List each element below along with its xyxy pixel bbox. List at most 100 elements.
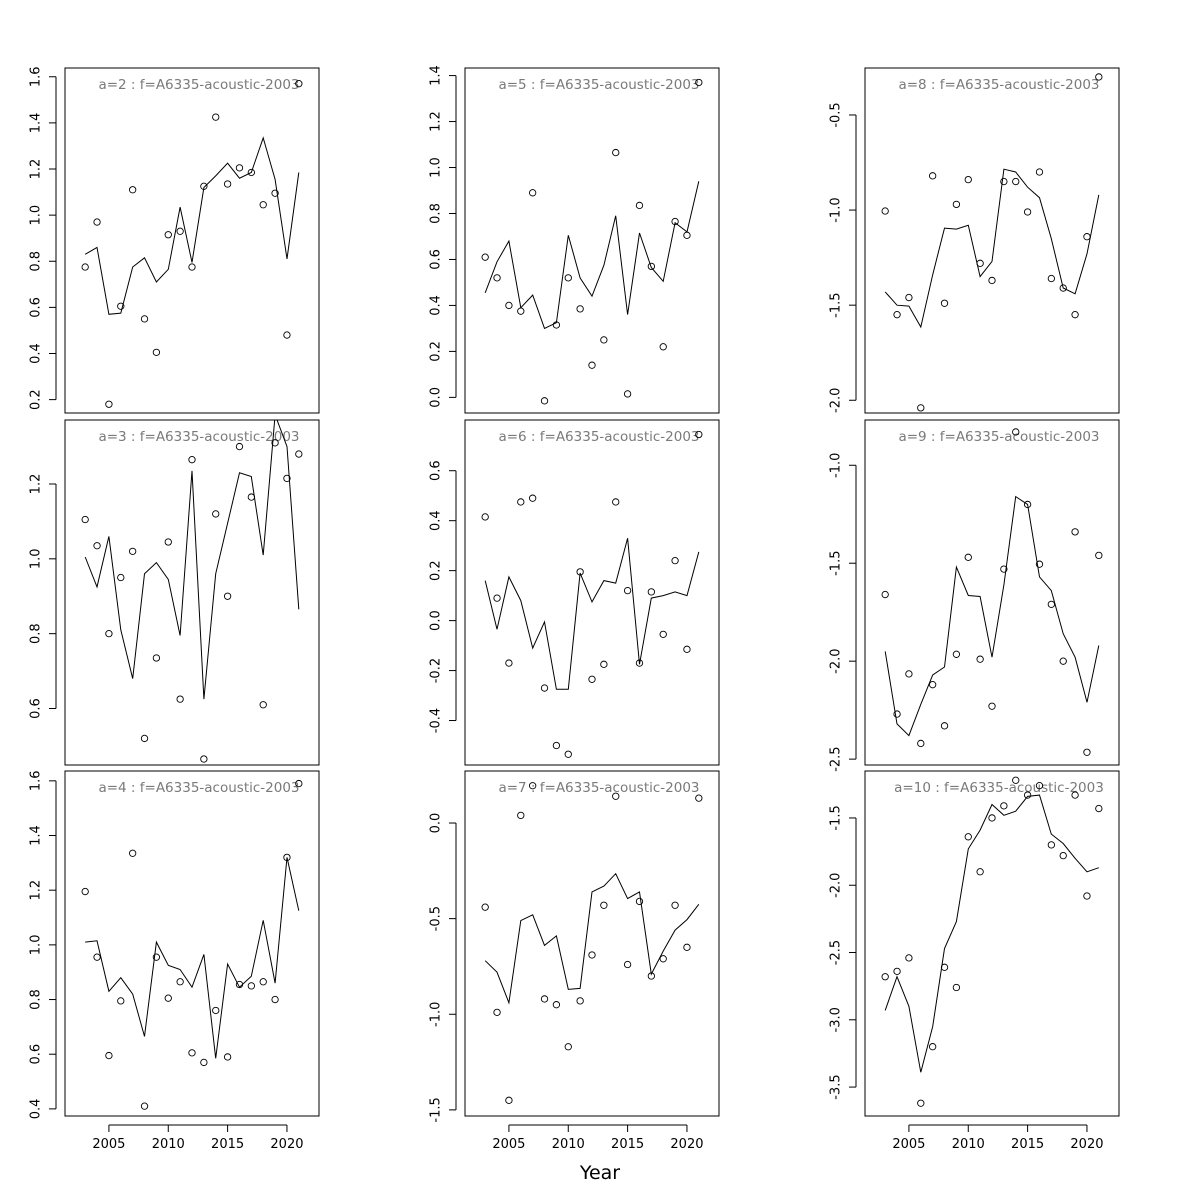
observed-point (623, 390, 632, 398)
observed-point (659, 630, 667, 638)
observed-point (200, 182, 208, 190)
observed-point (235, 442, 244, 451)
observed-point (176, 978, 184, 986)
x-tick-label: 2015 (1011, 1137, 1044, 1152)
observed-point (576, 997, 584, 1005)
observed-point (529, 782, 537, 790)
observed-point (659, 955, 667, 963)
observed-point (212, 1006, 220, 1015)
observed-point (271, 995, 279, 1004)
observed-point (283, 853, 291, 862)
y-tick-label: 0.6 (29, 297, 44, 318)
y-tick-label: 1.0 (29, 548, 44, 569)
observed-point (140, 734, 149, 743)
observed-point (188, 263, 196, 271)
observed-point (1095, 73, 1103, 81)
observed-point (576, 568, 584, 576)
plot-frame (464, 770, 720, 1117)
observed-point (683, 943, 691, 951)
fitted-line (484, 872, 700, 1005)
panel-grid: 0.2 0.4 0.6 0.8 1.0 1.2 1.4 1.6 a=2 : f=A6335-ac… (29, 65, 1120, 1152)
observed-point (1012, 428, 1020, 436)
observed-point (93, 953, 101, 961)
y-tick-label: 0.8 (29, 989, 44, 1010)
y-tick-label: -2.5 (829, 746, 844, 771)
y-tick-label: 1.4 (429, 65, 444, 86)
observed-point (493, 274, 501, 282)
observed-point (105, 1051, 113, 1060)
observed-point (1035, 168, 1044, 176)
observed-point (247, 982, 255, 990)
observed-point (1059, 851, 1067, 860)
observed-point (952, 650, 961, 658)
y-tick-label: -2.0 (829, 648, 844, 673)
y-tick-label: -1.0 (829, 197, 844, 222)
y-tick-label: -2.5 (829, 940, 844, 965)
fitted-line (484, 538, 700, 690)
observed-point (140, 315, 149, 323)
y-tick-label: -3.5 (829, 1074, 844, 1099)
observed-point (1071, 311, 1079, 319)
observed-point (117, 573, 125, 582)
panel-title: a=4 : f=A6335-acoustic-2003 (98, 780, 299, 796)
x-tick-label: 2015 (611, 1137, 644, 1152)
observed-point (117, 997, 125, 1005)
observed-point (988, 276, 996, 285)
y-tick-label: -1.5 (829, 292, 844, 317)
observed-point (1047, 600, 1055, 609)
observed-point (235, 980, 244, 989)
observed-point (576, 305, 584, 313)
observed-point (1059, 284, 1067, 292)
observed-point (283, 331, 291, 339)
observed-point (635, 659, 644, 667)
observed-point (1047, 274, 1055, 283)
observed-point (623, 586, 632, 595)
y-tick-label: -0.2 (429, 658, 444, 683)
observed-point (940, 722, 949, 730)
observed-point (612, 148, 620, 157)
observed-point (635, 897, 644, 906)
observed-point (493, 1008, 501, 1016)
y-tick-label: 0.8 (29, 251, 44, 272)
y-tick-label: 0.2 (429, 560, 444, 581)
observed-point (988, 702, 996, 710)
y-tick-label: -1.0 (829, 453, 844, 478)
observed-point (929, 172, 937, 180)
fitted-line (884, 794, 1099, 1073)
observed-point (588, 675, 596, 683)
x-tick-label: 2015 (211, 1137, 244, 1152)
observed-point (952, 983, 961, 992)
observed-point (105, 400, 113, 408)
plot-frame (64, 419, 320, 766)
y-tick-label: -1.5 (429, 1097, 444, 1122)
fitted-line (884, 168, 1100, 329)
observed-point (81, 887, 89, 896)
y-tick-label: 1.2 (29, 880, 44, 901)
observed-point (612, 498, 620, 506)
panel-title: a=10 : f=A6335-acoustic-2003 (894, 780, 1104, 796)
x-tick-label: 2005 (492, 1137, 525, 1152)
y-tick-label: 1.0 (29, 205, 44, 226)
observed-point (1071, 528, 1079, 536)
observed-point (940, 299, 949, 307)
y-tick-label: 1.2 (29, 159, 44, 180)
y-tick-label: 0.0 (429, 813, 444, 834)
y-tick-label: 0.6 (29, 1044, 44, 1065)
observed-point (588, 361, 596, 369)
observed-point (671, 217, 679, 226)
observed-point (271, 439, 279, 447)
observed-point (893, 710, 901, 718)
observed-point (683, 231, 691, 239)
y-tick-label: -0.5 (829, 102, 844, 127)
observed-point (552, 321, 561, 329)
observed-point (564, 1043, 572, 1051)
observed-point (247, 168, 255, 177)
observed-point (247, 493, 255, 501)
x-tick-label: 2020 (1070, 1137, 1103, 1152)
y-tick-label: 1.6 (29, 66, 44, 87)
observed-point (152, 953, 161, 961)
x-tick-label: 2010 (552, 1137, 585, 1152)
observed-point (600, 901, 608, 909)
observed-point (1023, 791, 1032, 799)
observed-point (481, 513, 489, 521)
